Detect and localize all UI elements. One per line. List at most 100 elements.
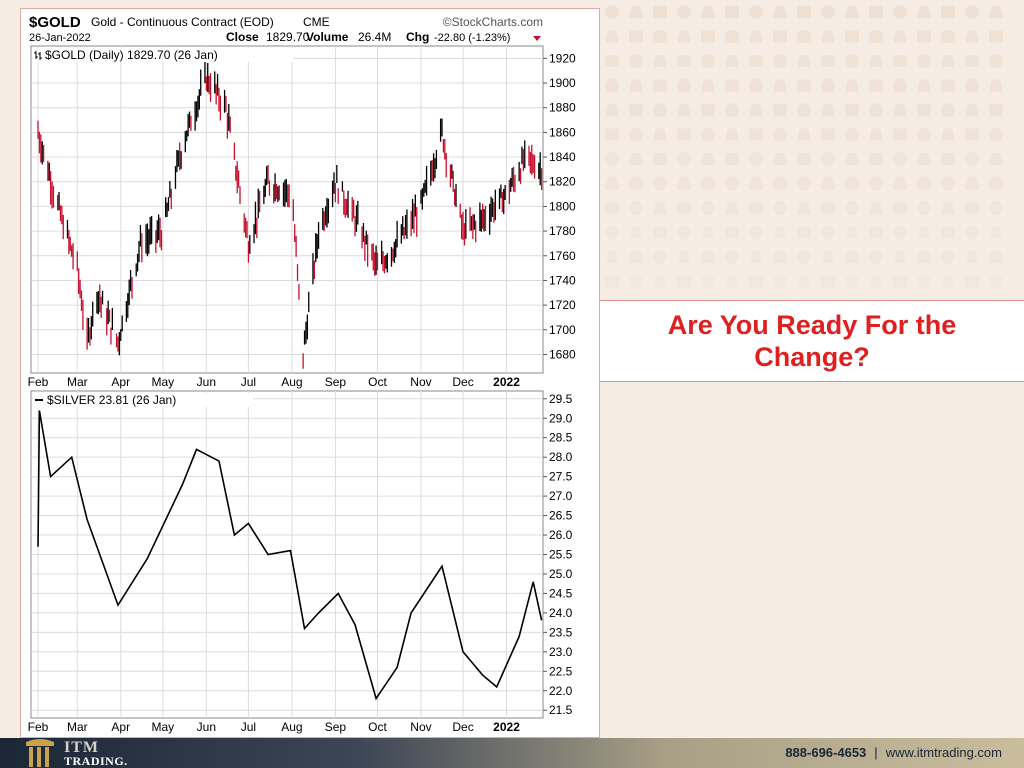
pattern-shape [773,153,787,165]
logo-line2: TRADING. [64,754,128,768]
logo-line1: ITM [64,739,99,756]
contact-info: 888-696-4653 | www.itmtrading.com [785,745,1002,760]
pattern-shape [893,152,907,166]
pattern-shape [965,30,979,43]
pattern-shape [965,225,979,240]
pattern-shape [773,177,787,190]
callout-heading: Are You Ready For the Change? [667,310,957,372]
pattern-shape [989,79,1003,92]
pattern-shape [821,225,835,240]
pattern-shape [941,226,955,239]
pattern-shape [797,103,811,117]
pattern-shape [893,275,907,288]
pattern-shape [629,30,643,43]
pattern-shape [773,127,787,142]
x-tick-label: Jul [241,720,256,734]
pattern-shape [893,55,907,67]
y-tick-label: 24.5 [549,586,573,600]
close-value: 1829.70 [266,30,310,44]
y-tick-label: 1860 [549,125,576,139]
pattern-shape [653,250,667,264]
pattern-shape [845,104,859,116]
x-tick-label: Dec [452,375,473,389]
pattern-shape [773,30,787,43]
y-tick-label: 29.0 [549,411,573,425]
silver-y-axis: 21.5 22.0 22.5 23.0 23.5 24.0 24.5 25.0 25.5 26.0… [543,392,573,717]
y-tick-label: 1720 [549,298,576,312]
pattern-shape [701,226,715,239]
pattern-shape [677,128,691,141]
pattern-shape [893,104,907,116]
pattern-shape [749,202,763,214]
pattern-shape [893,128,907,141]
pattern-shape [965,202,979,214]
website-link[interactable]: www.itmtrading.com [885,745,1002,760]
pattern-shape [941,103,955,117]
pattern-shape [869,29,883,44]
y-tick-label: 1880 [549,101,576,115]
chg-label: Chg [406,30,429,44]
pattern-shape [845,251,859,263]
exchange-label: CME [303,15,330,29]
date-label: 26-Jan-2022 [29,32,91,44]
pattern-shape [869,153,883,165]
close-label: Close [226,30,259,44]
pattern-shape [653,55,667,67]
pattern-shape [677,275,691,288]
pattern-shape [725,275,739,288]
pattern-shape [797,176,811,191]
pattern-shape [869,6,883,18]
pattern-shape [701,104,715,116]
pattern-shape [725,6,739,18]
pattern-shape [677,104,691,116]
pattern-shape [605,104,619,116]
pattern-shape [941,79,955,92]
pattern-shape [773,54,787,68]
pattern-shape [629,251,643,263]
pattern-shape [989,104,1003,116]
x-tick-label: May [152,720,175,734]
pattern-shape [821,152,835,166]
x-tick-label: 2022 [493,375,520,389]
pattern-shape [821,104,835,116]
x-tick-label: Sep [325,375,347,389]
source-label: ©StockCharts.com [443,15,543,29]
pattern-shape [821,78,835,93]
pattern-shape [821,202,835,214]
pattern-shape [725,128,739,141]
chart-svg: $GOLD Gold - Continuous Contract (EOD) C… [28,14,576,734]
pattern-shape [821,251,835,263]
pattern-shape [749,225,763,240]
y-tick-label: 23.5 [549,625,573,639]
ohlc-bar-icon [34,51,42,60]
y-tick-label: 1920 [549,51,576,65]
pattern-shape [725,226,739,239]
pattern-shape [749,30,763,43]
y-tick-label: 27.5 [549,470,573,484]
pattern-shape [821,5,835,19]
pattern-shape [653,202,667,214]
pattern-shape [893,251,907,263]
pattern-shape [653,103,667,117]
y-tick-label: 22.0 [549,684,573,698]
x-tick-label: Feb [28,375,49,389]
pattern-shape [749,55,763,67]
volume-label: Volume [306,30,349,44]
pattern-shape [773,226,787,239]
x-tick-label: Mar [67,720,88,734]
pattern-shape [605,55,619,67]
pattern-shape [941,250,955,264]
pattern-shape [629,153,643,165]
pattern-shape [605,128,619,141]
pattern-shape [989,177,1003,190]
pattern-shape [629,127,643,142]
pattern-shape [653,153,667,165]
pattern-shape [749,275,763,288]
y-tick-label: 1700 [549,323,576,337]
pattern-shape [749,177,763,190]
pattern-shape [725,153,739,165]
y-tick-label: 27.0 [549,489,573,503]
pattern-shape [893,202,907,214]
gold-legend-text: $GOLD (Daily) 1829.70 (26 Jan) [45,48,218,62]
pattern-shape [797,226,811,239]
